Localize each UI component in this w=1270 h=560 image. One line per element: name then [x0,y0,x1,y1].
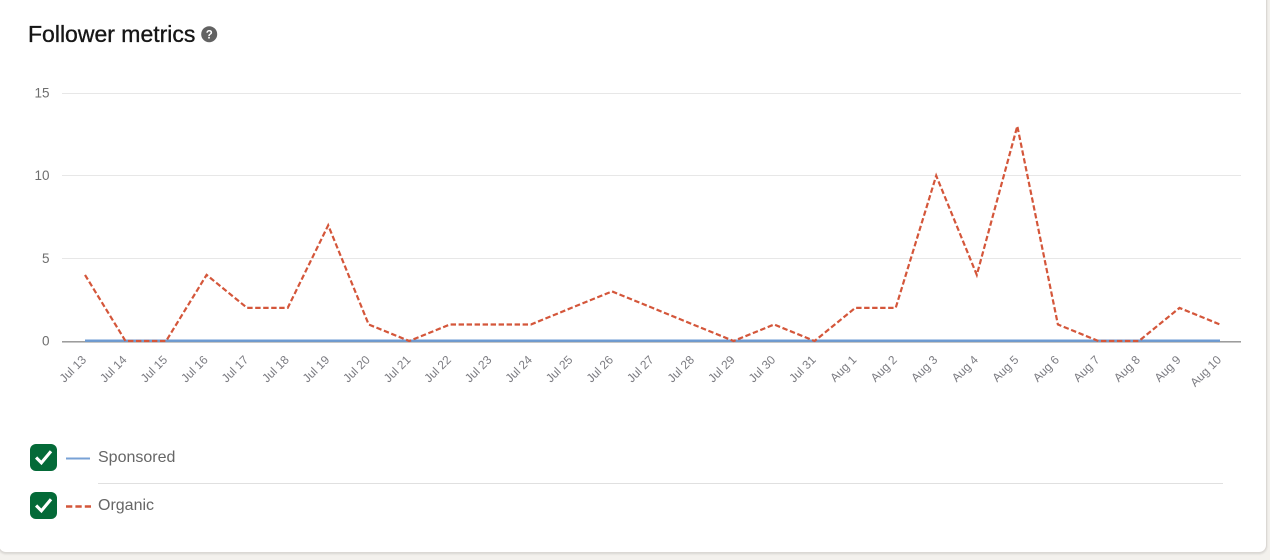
svg-text:Jul 27: Jul 27 [624,352,657,385]
svg-text:Jul 20: Jul 20 [340,352,373,385]
svg-text:Aug 5: Aug 5 [989,352,1021,384]
svg-text:Jul 21: Jul 21 [381,352,414,385]
svg-text:10: 10 [34,168,49,183]
svg-text:Jul 16: Jul 16 [178,352,211,385]
svg-text:Aug 7: Aug 7 [1070,352,1102,384]
svg-text:Aug 1: Aug 1 [827,352,859,384]
svg-text:?: ? [206,29,213,41]
svg-text:Jul 28: Jul 28 [665,352,698,385]
svg-text:Jul 19: Jul 19 [300,352,333,385]
svg-text:Jul 24: Jul 24 [502,352,535,385]
svg-text:Jul 31: Jul 31 [786,352,819,385]
svg-text:Jul 25: Jul 25 [543,352,576,385]
svg-text:Aug 2: Aug 2 [868,352,900,384]
svg-text:Aug 10: Aug 10 [1187,353,1224,390]
svg-text:Aug 3: Aug 3 [908,352,940,384]
svg-text:Jul 26: Jul 26 [584,352,617,385]
svg-text:Aug 8: Aug 8 [1111,352,1143,384]
svg-text:Jul 30: Jul 30 [746,352,779,385]
svg-text:Jul 14: Jul 14 [97,352,130,385]
svg-text:Jul 29: Jul 29 [705,352,738,385]
svg-text:Jul 13: Jul 13 [57,352,90,385]
svg-text:Jul 23: Jul 23 [462,352,495,385]
svg-text:Aug 9: Aug 9 [1152,352,1184,384]
svg-text:Jul 17: Jul 17 [219,352,252,385]
svg-text:0: 0 [42,334,50,349]
svg-text:Jul 18: Jul 18 [259,352,292,385]
svg-text:Jul 22: Jul 22 [421,352,454,385]
svg-text:Aug 4: Aug 4 [949,352,981,384]
svg-text:Jul 15: Jul 15 [138,352,171,385]
svg-text:5: 5 [42,251,50,266]
svg-text:15: 15 [34,86,49,101]
svg-text:Aug 6: Aug 6 [1030,352,1062,384]
